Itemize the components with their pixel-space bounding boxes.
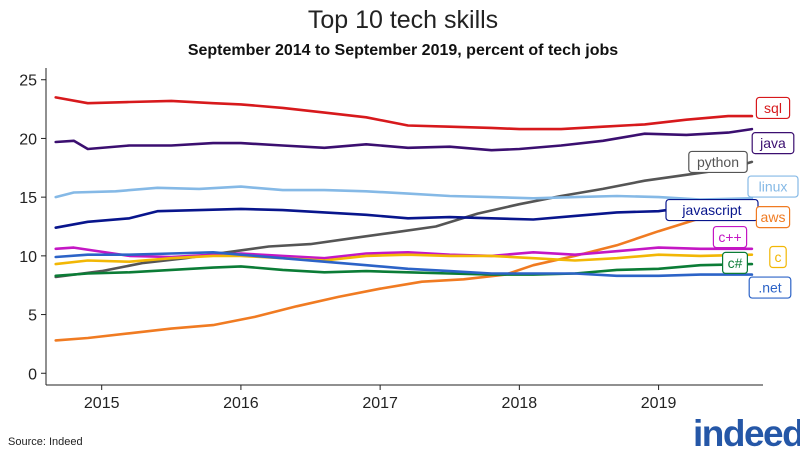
series-label-csharp: c# (728, 255, 743, 271)
x-tick-label: 2016 (223, 395, 259, 412)
series-label-python: python (697, 154, 739, 170)
series-line-aws (54, 206, 754, 342)
series-line-sql (54, 96, 754, 131)
series-label-aws: aws (761, 209, 786, 225)
series-labels: sql java python linux javascript aws c++ c c# .ne… (665, 96, 799, 299)
series-line-dotnet (54, 251, 754, 278)
series-label-sql: sql (764, 100, 782, 116)
x-axis-ticks: 2015 2016 2017 2018 2019 (84, 385, 677, 412)
series-label-box-c (769, 245, 787, 269)
series-label-box-cplusplus (712, 225, 748, 249)
chart-subtitle: September 2014 to September 2019, percen… (188, 42, 618, 59)
x-tick-label: 2019 (641, 395, 677, 412)
series-label-box-sql (755, 96, 791, 120)
y-axis-ticks: 0 5 10 15 20 25 (19, 73, 46, 383)
source-note: Source: Indeed (8, 436, 83, 448)
series-label-javascript: javascript (681, 202, 741, 218)
chart-title: Top 10 tech skills (308, 6, 498, 34)
series-lines (54, 96, 754, 342)
series-label-dotnet: .net (758, 280, 781, 296)
x-tick-label: 2017 (362, 395, 398, 412)
series-label-cplusplus: c++ (718, 229, 741, 245)
series-label-java: java (759, 135, 786, 151)
series-label-linux: linux (759, 179, 788, 195)
series-label-box-aws (755, 206, 791, 229)
y-tick-label: 0 (28, 366, 37, 383)
series-label-box-python (688, 150, 748, 174)
indeed-logo[interactable]: indeed (693, 413, 800, 454)
x-tick-label: 2015 (84, 395, 120, 412)
y-tick-label: 5 (28, 308, 37, 325)
series-label-box-dotnet (748, 276, 792, 299)
x-tick-label: 2018 (502, 395, 538, 412)
series-label-c: c (775, 249, 782, 265)
series-line-cplusplus (54, 246, 754, 260)
series-line-c (54, 253, 754, 266)
series-line-linux (54, 185, 754, 201)
series-line-javascript (54, 202, 754, 229)
series-line-csharp (54, 262, 754, 278)
series-line-java (54, 127, 754, 152)
y-tick-label: 15 (19, 190, 37, 207)
y-tick-label: 25 (19, 73, 37, 90)
y-tick-label: 20 (19, 131, 37, 148)
series-label-box-java (751, 132, 795, 155)
series-label-box-csharp (721, 251, 748, 274)
series-label-box-linux (747, 175, 799, 198)
y-tick-label: 10 (19, 249, 37, 266)
